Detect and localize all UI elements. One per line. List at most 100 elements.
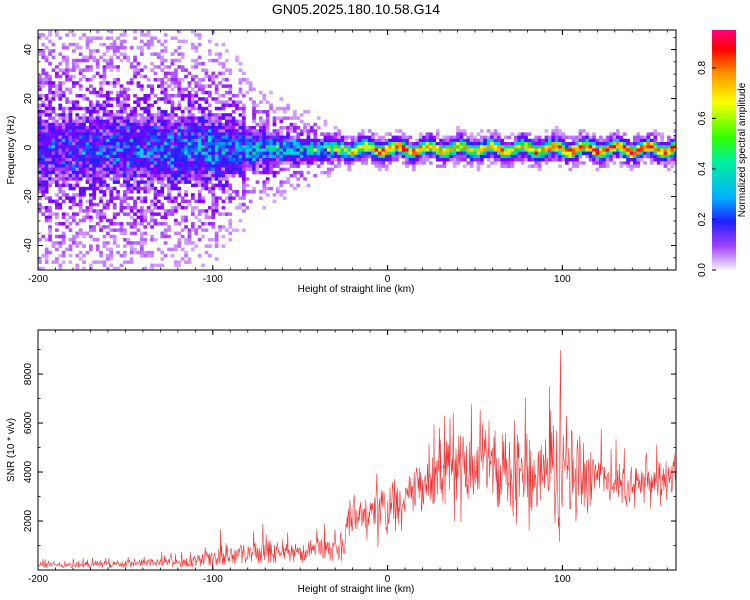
spectrogram-cell [78,158,83,162]
spectrogram-cell [153,193,158,197]
spectrogram-cell [85,106,90,111]
spectrogram-cell [211,119,216,124]
spectrogram-cell [191,74,195,79]
spectrogram-cell [99,74,103,79]
spectrogram-cell [565,142,569,146]
spectrogram-cell [218,186,222,191]
spectrogram-cell [221,164,226,168]
spectrogram-cell [483,145,488,149]
spectrogram-cell [276,151,280,156]
spectrogram-cell [415,142,420,146]
spectrogram-cell [61,241,66,245]
spectrogram-cell [48,33,52,37]
spectrogram-cell [405,164,409,168]
spectrogram-cell [201,84,205,88]
spectrogram-cell [578,138,583,143]
spectrogram-cell [228,193,233,197]
spectrogram-cell [41,234,46,239]
spectrogram-cell [568,142,573,146]
spectrogram-cell [123,90,127,95]
spectrogram-cell [170,164,175,168]
spectrogram-cell [255,161,260,165]
spectrogram-cell [146,106,151,111]
spectrogram-cell [208,180,212,184]
spectrogram-cell [184,39,188,44]
spectrogram-cell [265,148,270,152]
spectrogram-cell [136,138,141,143]
spectrogram-cell [163,158,168,162]
spectrogram-cell [208,238,212,242]
spectrogram-cell [160,186,165,191]
spectrogram-cell [78,167,83,172]
spectrogram-cell [184,254,188,258]
spectrogram-cell [211,148,216,152]
spectrogram-cell [272,170,277,175]
spectrogram-cell [68,164,73,168]
spectrogram-cell [323,170,328,175]
spectrogram-cell [643,154,647,159]
spectrogram-cell [89,158,93,162]
spectrogram-cell [153,199,158,204]
spectrogram-cell [235,132,239,136]
spectrogram-cell [643,142,647,146]
spectrogram-cell [174,209,178,213]
spectrogram-cell [170,177,175,181]
spectrogram-cell [456,148,460,152]
spectrogram-cell [167,209,171,213]
spectrogram-cell [180,110,185,114]
spectrogram-cell [347,164,352,168]
spectrogram-cell [578,142,583,146]
spectrogram-cell [425,138,430,143]
spectrogram-cell [296,132,301,136]
spectrogram-cell [194,161,199,165]
spectrogram-cell [238,78,243,82]
spectrogram-cell [252,154,256,159]
spectrogram-cell [673,138,676,143]
spectrogram-cell [184,238,188,242]
spectrogram-cell [116,90,120,95]
spectrogram-cell [272,135,277,140]
spectrogram-cell [252,119,256,124]
spectrogram-cell [663,151,668,156]
spectrogram-cell [670,145,675,149]
spectrogram-cell [446,151,450,156]
spectrogram-cell [208,244,212,248]
spectrogram-cell [157,122,161,127]
spectrogram-cell [99,148,103,152]
spectrogram-cell [119,209,124,213]
spectrogram-cell [306,164,311,168]
spectrogram-cell [197,209,202,213]
spectrogram-cell [252,132,256,136]
spectrogram-cell [187,138,192,143]
spectrogram-cell [75,119,80,124]
spectrogram-cell [456,151,460,156]
spectrogram-cell [95,145,100,149]
spectrogram-cell [612,138,617,143]
spectrogram-cell [452,145,457,149]
spectrogram-cell [106,65,110,69]
spectrogram-cell [133,58,137,63]
spectrogram-cell [310,161,314,165]
spectrogram-cell [48,170,52,175]
spectrogram-cell [99,103,103,108]
spectrogram-cell [214,161,219,165]
spectrogram-cell [140,135,144,140]
spectrogram-cell [72,132,76,136]
spectrogram-cell [452,154,457,159]
spectrogram-cell [48,218,52,223]
spectrogram-cell [140,247,144,252]
spectrogram-cell [276,161,280,165]
spectrogram-cell [170,142,175,146]
spectrogram-cell [463,148,467,152]
spectrogram-cell [449,138,454,143]
spectrogram-cell [146,161,151,165]
spectrogram-cell [204,90,209,95]
spectrogram-cell [92,164,97,168]
spectrogram-cell [44,113,49,117]
spectrogram-cell [38,170,42,175]
spectrogram-cell [194,180,199,184]
spectrogram-cell [123,244,127,248]
spectrogram-cell [140,196,144,200]
spectrogram-cell [180,151,185,156]
